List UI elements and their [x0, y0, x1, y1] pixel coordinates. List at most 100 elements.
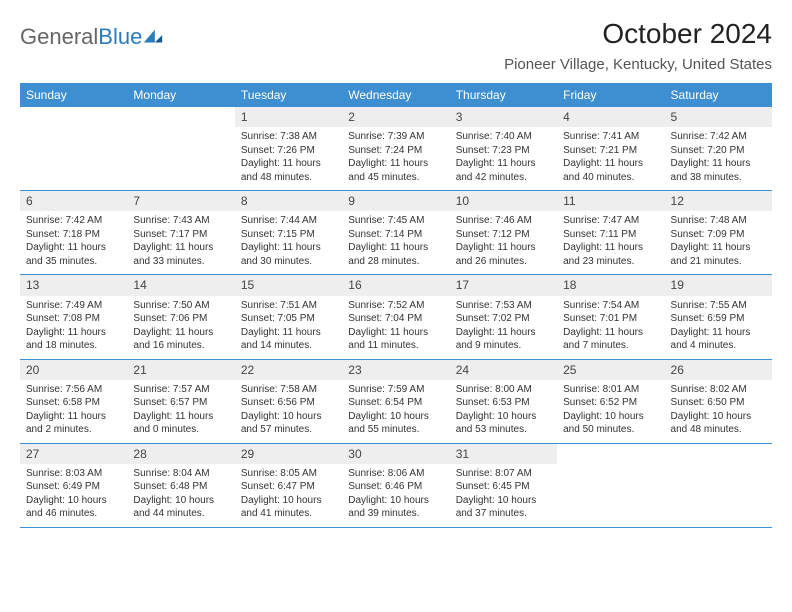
day-number: 16: [342, 275, 449, 295]
calendar-cell: 7Sunrise: 7:43 AMSunset: 7:17 PMDaylight…: [127, 191, 234, 274]
sunset-text: Sunset: 7:17 PM: [133, 228, 228, 242]
cell-body: Sunrise: 7:43 AMSunset: 7:17 PMDaylight:…: [127, 211, 234, 274]
calendar-cell: 1Sunrise: 7:38 AMSunset: 7:26 PMDaylight…: [235, 107, 342, 190]
sunset-text: Sunset: 7:09 PM: [671, 228, 766, 242]
sunrise-text: Sunrise: 8:04 AM: [133, 467, 228, 481]
week-row: 6Sunrise: 7:42 AMSunset: 7:18 PMDaylight…: [20, 191, 772, 275]
sunrise-text: Sunrise: 7:38 AM: [241, 130, 336, 144]
sunset-text: Sunset: 6:49 PM: [26, 480, 121, 494]
calendar-cell: 18Sunrise: 7:54 AMSunset: 7:01 PMDayligh…: [557, 275, 664, 358]
sunrise-text: Sunrise: 7:59 AM: [348, 383, 443, 397]
calendar-cell: 30Sunrise: 8:06 AMSunset: 6:46 PMDayligh…: [342, 444, 449, 527]
sunrise-text: Sunrise: 8:00 AM: [456, 383, 551, 397]
day-number: 1: [235, 107, 342, 127]
cell-body: Sunrise: 7:47 AMSunset: 7:11 PMDaylight:…: [557, 211, 664, 274]
cell-body: Sunrise: 7:49 AMSunset: 7:08 PMDaylight:…: [20, 296, 127, 359]
sunrise-text: Sunrise: 7:52 AM: [348, 299, 443, 313]
logo: GeneralBlue: [20, 24, 164, 50]
cell-body: Sunrise: 7:44 AMSunset: 7:15 PMDaylight:…: [235, 211, 342, 274]
calendar-cell: 2Sunrise: 7:39 AMSunset: 7:24 PMDaylight…: [342, 107, 449, 190]
calendar-cell: 29Sunrise: 8:05 AMSunset: 6:47 PMDayligh…: [235, 444, 342, 527]
daylight2-text: and 0 minutes.: [133, 423, 228, 437]
day-number: 27: [20, 444, 127, 464]
logo-text-general: General: [20, 24, 98, 49]
daylight2-text: and 33 minutes.: [133, 255, 228, 269]
day-number: 23: [342, 360, 449, 380]
daylight2-text: and 41 minutes.: [241, 507, 336, 521]
cell-body: Sunrise: 7:51 AMSunset: 7:05 PMDaylight:…: [235, 296, 342, 359]
day-number: 5: [665, 107, 772, 127]
daylight2-text: and 37 minutes.: [456, 507, 551, 521]
cell-body: Sunrise: 7:56 AMSunset: 6:58 PMDaylight:…: [20, 380, 127, 443]
day-number: 10: [450, 191, 557, 211]
day-number: 8: [235, 191, 342, 211]
calendar-cell: 26Sunrise: 8:02 AMSunset: 6:50 PMDayligh…: [665, 360, 772, 443]
day-header-mon: Monday: [127, 83, 234, 107]
day-header-fri: Friday: [557, 83, 664, 107]
cell-body: Sunrise: 7:53 AMSunset: 7:02 PMDaylight:…: [450, 296, 557, 359]
daylight1-text: Daylight: 10 hours: [348, 410, 443, 424]
calendar-cell: 10Sunrise: 7:46 AMSunset: 7:12 PMDayligh…: [450, 191, 557, 274]
cell-body: Sunrise: 7:38 AMSunset: 7:26 PMDaylight:…: [235, 127, 342, 190]
daylight2-text: and 4 minutes.: [671, 339, 766, 353]
sunrise-text: Sunrise: 7:51 AM: [241, 299, 336, 313]
sunset-text: Sunset: 7:23 PM: [456, 144, 551, 158]
day-number: 22: [235, 360, 342, 380]
day-number: 19: [665, 275, 772, 295]
sunrise-text: Sunrise: 7:53 AM: [456, 299, 551, 313]
sunset-text: Sunset: 7:21 PM: [563, 144, 658, 158]
sunset-text: Sunset: 6:56 PM: [241, 396, 336, 410]
day-number: 31: [450, 444, 557, 464]
day-number: 9: [342, 191, 449, 211]
calendar-cell: 28Sunrise: 8:04 AMSunset: 6:48 PMDayligh…: [127, 444, 234, 527]
week-row: 1Sunrise: 7:38 AMSunset: 7:26 PMDaylight…: [20, 107, 772, 191]
sunrise-text: Sunrise: 7:55 AM: [671, 299, 766, 313]
daylight2-text: and 23 minutes.: [563, 255, 658, 269]
sunset-text: Sunset: 6:48 PM: [133, 480, 228, 494]
day-number: 29: [235, 444, 342, 464]
sunrise-text: Sunrise: 7:42 AM: [26, 214, 121, 228]
calendar-cell: 15Sunrise: 7:51 AMSunset: 7:05 PMDayligh…: [235, 275, 342, 358]
daylight1-text: Daylight: 11 hours: [241, 326, 336, 340]
day-number: 12: [665, 191, 772, 211]
daylight2-text: and 53 minutes.: [456, 423, 551, 437]
sunset-text: Sunset: 6:59 PM: [671, 312, 766, 326]
daylight2-text: and 48 minutes.: [241, 171, 336, 185]
calendar-cell: [557, 444, 664, 527]
daylight1-text: Daylight: 11 hours: [456, 157, 551, 171]
calendar-cell: 3Sunrise: 7:40 AMSunset: 7:23 PMDaylight…: [450, 107, 557, 190]
calendar-cell: 31Sunrise: 8:07 AMSunset: 6:45 PMDayligh…: [450, 444, 557, 527]
cell-body: Sunrise: 8:02 AMSunset: 6:50 PMDaylight:…: [665, 380, 772, 443]
daylight1-text: Daylight: 10 hours: [563, 410, 658, 424]
day-header-tue: Tuesday: [235, 83, 342, 107]
week-row: 13Sunrise: 7:49 AMSunset: 7:08 PMDayligh…: [20, 275, 772, 359]
daylight1-text: Daylight: 11 hours: [671, 157, 766, 171]
calendar-cell: 14Sunrise: 7:50 AMSunset: 7:06 PMDayligh…: [127, 275, 234, 358]
sunset-text: Sunset: 7:04 PM: [348, 312, 443, 326]
daylight1-text: Daylight: 11 hours: [348, 241, 443, 255]
calendar-cell: 9Sunrise: 7:45 AMSunset: 7:14 PMDaylight…: [342, 191, 449, 274]
sunset-text: Sunset: 7:26 PM: [241, 144, 336, 158]
week-row: 20Sunrise: 7:56 AMSunset: 6:58 PMDayligh…: [20, 360, 772, 444]
daylight2-text: and 38 minutes.: [671, 171, 766, 185]
cell-body: Sunrise: 7:48 AMSunset: 7:09 PMDaylight:…: [665, 211, 772, 274]
day-number: 24: [450, 360, 557, 380]
location: Pioneer Village, Kentucky, United States: [504, 56, 772, 73]
sunset-text: Sunset: 6:50 PM: [671, 396, 766, 410]
cell-body: Sunrise: 7:40 AMSunset: 7:23 PMDaylight:…: [450, 127, 557, 190]
day-number: 6: [20, 191, 127, 211]
cell-body: Sunrise: 7:52 AMSunset: 7:04 PMDaylight:…: [342, 296, 449, 359]
cell-body: Sunrise: 7:58 AMSunset: 6:56 PMDaylight:…: [235, 380, 342, 443]
daylight2-text: and 39 minutes.: [348, 507, 443, 521]
daylight1-text: Daylight: 10 hours: [456, 494, 551, 508]
daylight2-text: and 9 minutes.: [456, 339, 551, 353]
cell-body: Sunrise: 7:42 AMSunset: 7:18 PMDaylight:…: [20, 211, 127, 274]
calendar-cell: 21Sunrise: 7:57 AMSunset: 6:57 PMDayligh…: [127, 360, 234, 443]
calendar-cell: 25Sunrise: 8:01 AMSunset: 6:52 PMDayligh…: [557, 360, 664, 443]
sunset-text: Sunset: 7:01 PM: [563, 312, 658, 326]
sunrise-text: Sunrise: 7:50 AM: [133, 299, 228, 313]
cell-body: Sunrise: 7:59 AMSunset: 6:54 PMDaylight:…: [342, 380, 449, 443]
day-number: 4: [557, 107, 664, 127]
daylight2-text: and 42 minutes.: [456, 171, 551, 185]
calendar-cell: 20Sunrise: 7:56 AMSunset: 6:58 PMDayligh…: [20, 360, 127, 443]
